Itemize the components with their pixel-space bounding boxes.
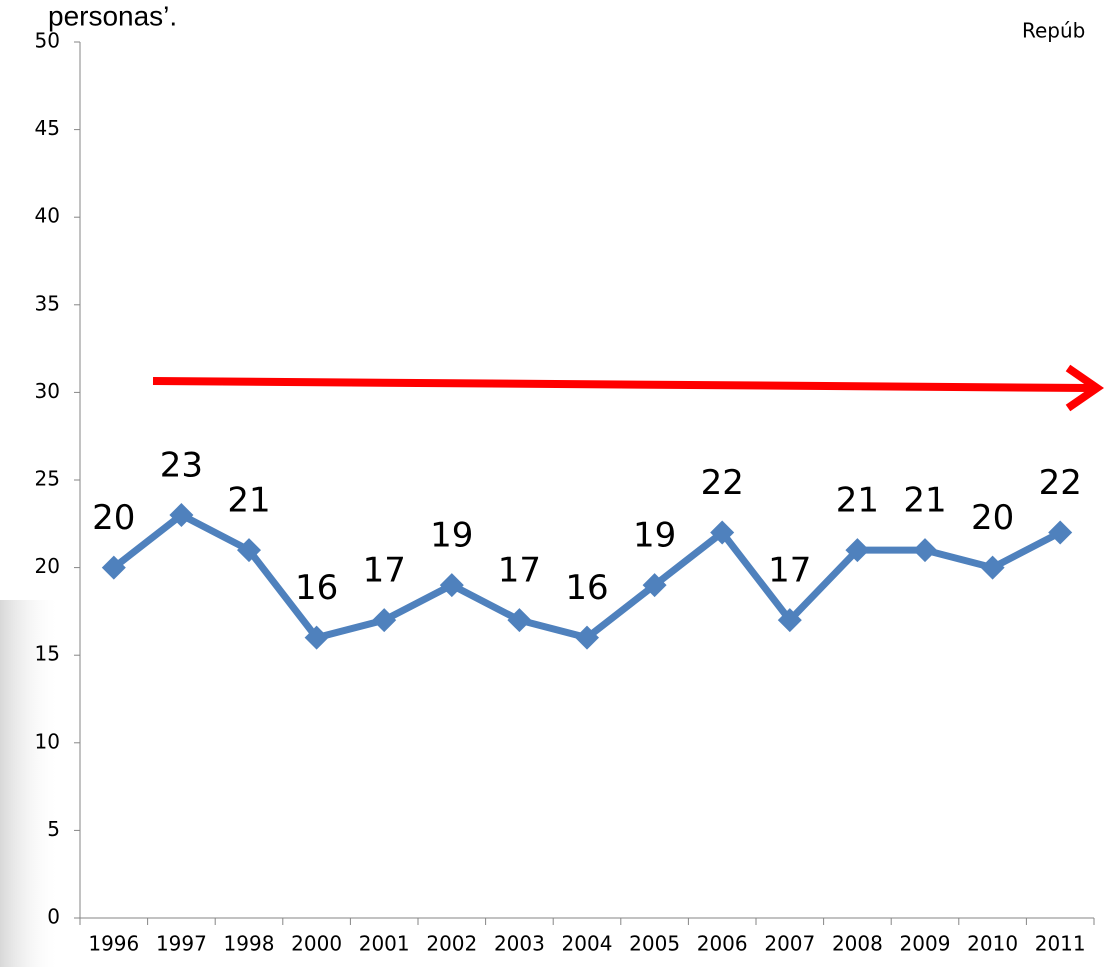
annotation: Repúb <box>1022 19 1085 43</box>
marker <box>845 538 870 563</box>
data-label: 22 <box>701 463 744 503</box>
marker <box>439 573 464 598</box>
marker <box>101 555 126 580</box>
x-tick-label: 2003 <box>494 932 545 956</box>
marker <box>304 625 329 650</box>
data-label: 17 <box>363 551 406 591</box>
data-label: 17 <box>498 551 541 591</box>
marker <box>777 608 802 633</box>
annotation: personas’. <box>48 0 177 31</box>
y-tick-label: 15 <box>35 642 60 666</box>
data-label: 19 <box>633 516 676 556</box>
x-tick-label: 2000 <box>291 932 342 956</box>
x-tick-label: 2010 <box>967 932 1018 956</box>
y-tick-label: 30 <box>35 379 60 403</box>
y-tick-label: 35 <box>35 291 60 315</box>
marker <box>575 625 599 650</box>
y-tick-label: 0 <box>47 905 60 929</box>
marker <box>372 608 397 633</box>
y-tick-label: 5 <box>47 817 60 841</box>
data-label: 19 <box>430 516 473 556</box>
y-tick-label: 50 <box>35 29 60 53</box>
x-tick-label: 1997 <box>156 932 207 956</box>
y-tick-label: 40 <box>35 204 60 228</box>
marker <box>1048 520 1073 545</box>
background-shade <box>0 600 60 967</box>
marker <box>507 608 532 633</box>
data-label: 21 <box>227 481 270 521</box>
x-tick-label: 2005 <box>629 932 680 956</box>
marker <box>980 555 1005 580</box>
data-label: 22 <box>1039 463 1082 503</box>
x-tick-label: 1998 <box>224 932 275 956</box>
data-label: 20 <box>971 498 1014 538</box>
y-tick-label: 20 <box>35 554 60 578</box>
y-tick-label: 10 <box>35 729 60 753</box>
data-label: 17 <box>768 551 811 591</box>
marker <box>642 573 667 598</box>
x-tick-label: 2011 <box>1035 932 1086 956</box>
x-tick-label: 2009 <box>900 932 951 956</box>
x-tick-label: 1996 <box>88 932 139 956</box>
x-tick-label: 2002 <box>426 932 477 956</box>
data-label: 23 <box>160 446 203 486</box>
marker <box>169 503 194 528</box>
x-tick-label: 2004 <box>562 932 613 956</box>
y-tick-label: 45 <box>35 116 60 140</box>
data-label: 20 <box>92 498 135 538</box>
x-tick-label: 2007 <box>764 932 815 956</box>
arrow-head <box>1065 364 1104 412</box>
x-tick-label: 2001 <box>359 932 410 956</box>
data-label: 16 <box>565 568 608 608</box>
x-tick-label: 2006 <box>697 932 748 956</box>
marker <box>913 538 937 563</box>
data-label: 16 <box>295 568 338 608</box>
marker <box>710 520 735 545</box>
arrow <box>152 377 1091 392</box>
y-tick-label: 25 <box>35 467 60 491</box>
data-label: 21 <box>836 481 879 521</box>
data-label: 21 <box>903 481 946 521</box>
marker <box>237 538 261 563</box>
x-tick-label: 2008 <box>832 932 883 956</box>
